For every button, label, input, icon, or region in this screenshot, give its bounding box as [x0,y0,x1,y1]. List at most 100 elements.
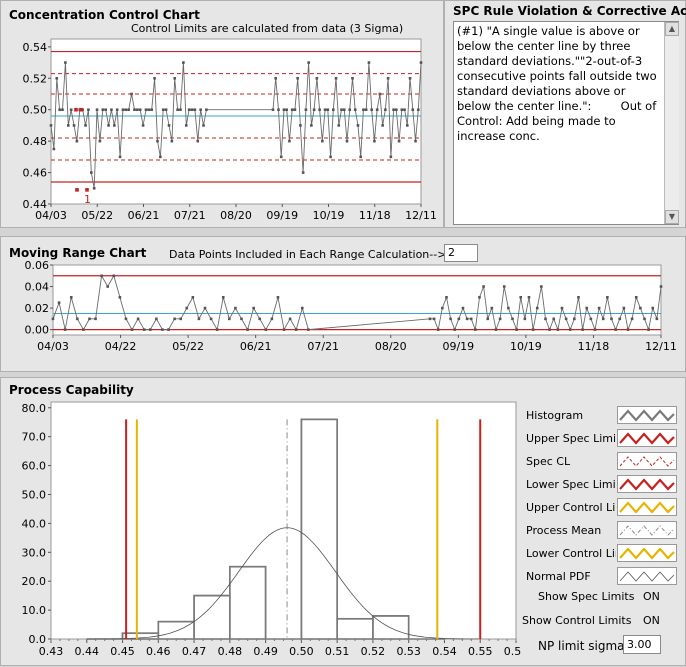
data-point [318,108,321,112]
capability-legend: Histogram Upper Spec Limit Spec CL Lower Sp… [525,406,685,596]
zigzag-icon [619,478,675,491]
data-point [326,108,330,112]
x-tick-label: 08/20 [220,209,252,222]
data-point [221,296,225,299]
x-tick-label: 09/19 [442,340,474,353]
legend-label: Process Mean [526,524,602,537]
plot-area [50,401,517,640]
data-point [234,306,237,310]
data-point [118,296,122,299]
y-tick-label: 20.0 [22,575,47,588]
y-tick-label: 10.0 [22,604,47,617]
x-tick-label: 0.43 [39,645,64,658]
y-tick-label: 0.48 [23,135,48,148]
data-point [271,108,275,112]
data-point [340,108,343,112]
data-point [568,328,572,331]
legend-item[interactable]: Spec CL [525,452,685,472]
process-capability-plot: 0.0 10.0 20.0 30.0 40.0 50.0 60.0 70.0 80.0 0.43 0… [22,401,521,658]
data-point [173,317,176,321]
control-chart-title: Concentration Control Chart [9,8,200,22]
data-point [89,171,93,174]
legend-line [619,432,675,445]
data-point [104,108,107,112]
data-point [274,76,278,80]
legend-item[interactable]: Histogram [525,406,685,426]
data-point [515,328,518,331]
data-point [285,108,289,112]
data-point [110,108,113,112]
data-point [202,124,205,127]
legend-line [619,478,675,491]
spc-panel: SPC Rule Violation & Corrective Action (… [444,0,686,228]
data-point [618,317,622,321]
data-point [359,155,363,159]
data-point [432,317,436,321]
data-point [552,317,556,321]
x-tick-label: 12/11 [645,340,677,353]
data-point [405,124,409,127]
legend-label: Upper Control Lir [526,501,616,514]
data-point [490,306,494,310]
legend-item[interactable]: Upper Control Lir [525,498,685,518]
histogram-bar [229,565,267,640]
data-point [66,124,70,127]
spc-textarea[interactable]: (#1) "A single value is above or below t… [453,21,679,225]
x-tick-label: 09/19 [266,209,298,222]
legend-item[interactable]: Normal PDF [525,567,685,587]
data-point [643,317,646,321]
data-point [176,108,179,112]
spc-scrollbar[interactable]: ▲ ▼ [664,22,679,224]
legend-item[interactable]: Process Mean [525,521,685,541]
data-point [282,108,286,112]
data-point [72,124,76,127]
data-point [519,296,523,299]
data-point [461,306,465,310]
show-control-toggle[interactable]: ON [643,614,660,627]
data-point [659,285,663,288]
spc-text: (#1) "A single value is above or below t… [457,24,661,143]
data-point [147,108,151,112]
x-tick-label: 06/21 [128,209,160,222]
data-point [329,155,332,159]
data-point [193,108,197,112]
x-tick-label: 0.54 [432,645,457,658]
data-point [601,317,605,321]
legend-item[interactable]: Lower Control Lir [525,544,685,564]
spc-panel-title: SPC Rule Violation & Corrective Action [453,4,686,18]
scroll-up-icon[interactable]: ▲ [665,22,679,36]
data-point [323,108,327,112]
data-point [155,317,158,321]
y-tick-label: 70.0 [22,431,47,444]
data-point [84,124,87,127]
data-point [630,317,634,321]
data-series-line [52,274,662,332]
range-points-input[interactable]: 2 [444,244,478,262]
control-chart-panel: Concentration Control Chart Control Limi… [0,0,444,228]
np-sigma-input[interactable]: 3.00 [623,635,661,654]
scroll-down-icon[interactable]: ▼ [665,210,679,224]
data-point [386,76,390,80]
data-point [634,296,638,299]
show-spec-toggle[interactable]: ON [643,590,660,603]
legend-item[interactable]: Upper Spec Limit [525,429,685,449]
legend-item[interactable]: Lower Spec Limit [525,475,685,495]
data-point [419,61,423,64]
data-point [531,328,535,331]
y-tick-label: 0.00 [25,324,50,337]
data-point [141,124,145,127]
x-tick-label: 0.46 [146,645,171,658]
data-point [121,108,125,112]
data-point [279,155,283,159]
data-point [373,139,376,143]
data-point [88,317,91,321]
data-point [581,328,584,331]
legend-label: Lower Control Lir [526,547,616,560]
data-point [182,61,185,64]
legend-label: Spec CL [526,455,571,468]
x-tick-label: 11/18 [359,209,391,222]
data-point [428,317,432,321]
data-point [655,317,659,321]
control-chart-subtitle: Control Limits are calculated from data … [131,22,404,35]
data-point [49,124,53,127]
